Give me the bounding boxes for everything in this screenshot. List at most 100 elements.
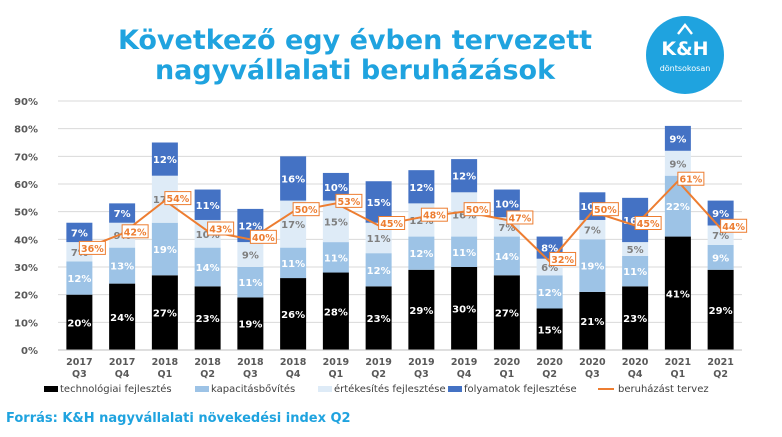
- data-label-ertekesites: 9%: [242, 251, 259, 262]
- bar-segment-kapacitas: [109, 247, 136, 284]
- data-label-kapacitas: 22%: [666, 202, 690, 213]
- x-tick-quarter: Q1: [329, 369, 344, 380]
- chart-title: Következő egy évben tervezett nagyvállal…: [60, 26, 650, 86]
- bar-segment-kapacitas: [579, 239, 606, 292]
- x-tick-year: 2018: [152, 357, 179, 368]
- bar-segment-folyamat: [66, 222, 93, 243]
- data-label-tech: 23%: [623, 314, 647, 325]
- bar-segment-kapacitas: [322, 242, 349, 273]
- data-label-kapacitas: 19%: [153, 245, 177, 256]
- x-tick-quarter: Q2: [200, 369, 215, 380]
- bar-segment-tech: [194, 286, 221, 350]
- plan-label: 44%: [722, 222, 745, 233]
- plan-label: 43%: [209, 225, 232, 236]
- data-label-tech: 23%: [196, 314, 220, 325]
- plan-label-box: [78, 240, 106, 255]
- data-label-kapacitas: 12%: [367, 266, 391, 277]
- plan-label-box: [249, 229, 277, 244]
- bar-segment-tech: [579, 291, 606, 350]
- legend-swatch-tech: [44, 386, 58, 392]
- x-tick-year: 2018: [280, 357, 307, 368]
- plan-label: 50%: [295, 205, 318, 216]
- plan-label-box: [463, 202, 491, 217]
- x-tick-quarter: Q1: [158, 369, 173, 380]
- plan-label-box: [207, 221, 235, 236]
- bar-segment-ertekesites: [622, 242, 649, 256]
- data-label-ertekesites: 7%: [584, 226, 601, 237]
- plan-label-box: [549, 251, 577, 266]
- bar-segment-tech: [493, 275, 520, 350]
- bar-segment-ertekesites: [237, 242, 264, 267]
- bar-segment-folyamat: [408, 170, 435, 204]
- bar-segment-folyamat: [109, 203, 136, 223]
- y-tick-label: 80%: [14, 125, 38, 136]
- data-label-kapacitas: 11%: [623, 267, 647, 278]
- y-tick-label: 30%: [14, 263, 38, 274]
- x-tick-quarter: Q2: [542, 369, 557, 380]
- plan-label: 61%: [680, 175, 703, 186]
- bar-segment-kapacitas: [237, 267, 264, 298]
- x-tick-quarter: Q4: [286, 369, 301, 380]
- data-label-folyamat: 9%: [712, 209, 729, 220]
- bar-segment-tech: [622, 286, 649, 350]
- x-tick-quarter: Q1: [671, 369, 686, 380]
- bar-segment-folyamat: [365, 181, 392, 223]
- data-label-ertekesites: 7%: [498, 223, 515, 234]
- plan-label: 48%: [423, 211, 446, 222]
- data-label-tech: 28%: [324, 307, 348, 318]
- data-label-folyamat: 7%: [114, 209, 131, 220]
- bar-segment-kapacitas: [194, 247, 221, 287]
- bar-segment-tech: [536, 308, 563, 350]
- plan-label-box: [121, 224, 149, 239]
- legend-swatch-ertekesites: [318, 386, 332, 392]
- bar-segment-kapacitas: [365, 253, 392, 287]
- title-line-1: Következő egy évben tervezett: [117, 25, 593, 56]
- bar-segment-kapacitas: [493, 236, 520, 276]
- y-tick-label: 90%: [14, 97, 38, 108]
- data-label-kapacitas: 14%: [495, 252, 519, 263]
- x-tick-year: 2021: [707, 357, 733, 368]
- x-tick-year: 2020: [536, 357, 563, 368]
- plan-label: 36%: [81, 244, 104, 255]
- logo-brand: K&H: [661, 38, 709, 60]
- y-tick-label: 10%: [14, 318, 38, 329]
- x-tick-quarter: Q4: [115, 369, 130, 380]
- plan-label-box: [420, 207, 448, 222]
- bar-segment-kapacitas: [280, 247, 307, 279]
- x-tick-year: 2019: [408, 357, 434, 368]
- y-tick-label: 20%: [14, 291, 38, 302]
- bar-segment-folyamat: [451, 159, 478, 193]
- bar-segment-tech: [151, 275, 178, 350]
- data-label-kapacitas: 11%: [452, 248, 476, 259]
- data-label-folyamat: 10%: [495, 199, 519, 210]
- plan-label: 32%: [551, 255, 574, 266]
- plan-label: 45%: [380, 219, 403, 230]
- data-label-tech: 27%: [153, 309, 177, 320]
- data-label-tech: 29%: [709, 306, 733, 317]
- y-tick-label: 60%: [14, 180, 38, 191]
- data-label-ertekesites: 9%: [669, 159, 686, 170]
- x-tick-quarter: Q4: [457, 369, 472, 380]
- bar-segment-kapacitas: [451, 236, 478, 267]
- x-tick-quarter: Q3: [414, 369, 429, 380]
- data-label-kapacitas: 13%: [110, 262, 134, 273]
- data-label-kapacitas: 12%: [409, 249, 433, 260]
- data-label-tech: 20%: [67, 318, 91, 329]
- bar-segment-kapacitas: [66, 261, 93, 295]
- bar-segment-tech: [664, 236, 691, 350]
- plan-label-box: [720, 218, 748, 233]
- data-label-ertekesites: 15%: [324, 217, 348, 228]
- data-label-folyamat: 12%: [238, 222, 262, 233]
- y-tick-label: 0%: [21, 346, 38, 357]
- x-tick-quarter: Q2: [371, 369, 386, 380]
- data-label-tech: 15%: [538, 325, 562, 336]
- plan-label-box: [292, 202, 320, 217]
- x-tick-year: 2018: [237, 357, 264, 368]
- data-label-folyamat: 12%: [452, 172, 476, 183]
- bar-segment-ertekesites: [579, 219, 606, 240]
- x-tick-quarter: Q1: [500, 369, 515, 380]
- data-label-folyamat: 16%: [281, 174, 305, 185]
- data-label-tech: 21%: [580, 317, 604, 328]
- data-label-folyamat: 8%: [541, 244, 558, 255]
- data-label-tech: 27%: [495, 309, 519, 320]
